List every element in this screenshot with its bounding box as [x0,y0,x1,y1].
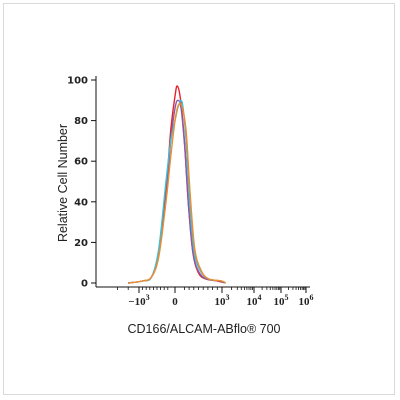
histogram-series-line-3 [128,99,226,284]
y-tick-label: 60 [74,157,88,168]
chart-series [128,85,226,284]
x-axis-label: CD166/ALCAM-ABflo® 700 [127,322,280,336]
histogram-series-line-4 [128,102,226,284]
x-tick-label: 0 [172,296,178,308]
histogram-series-line-1 [128,85,226,284]
y-tick-label: 80 [74,116,88,127]
x-tick-label: 103 [215,293,230,308]
y-tick-label: 100 [67,76,88,87]
chart-axes [95,76,310,288]
x-tick-label: 105 [274,293,289,308]
histogram-series-line-2 [128,99,226,284]
y-axis-label: Relative Cell Number [56,124,70,242]
chart-frame [3,3,395,395]
y-tick-label: 20 [74,238,88,249]
y-tick-label: 0 [81,279,88,290]
x-tick-label: −103 [128,293,149,308]
x-tick-label: 106 [299,293,314,308]
y-tick-label: 40 [74,197,88,208]
chart-ticks: 0 20 40 60 80 100 −103 0 103 104 105 106 [67,76,313,309]
x-tick-label: 104 [247,293,262,308]
